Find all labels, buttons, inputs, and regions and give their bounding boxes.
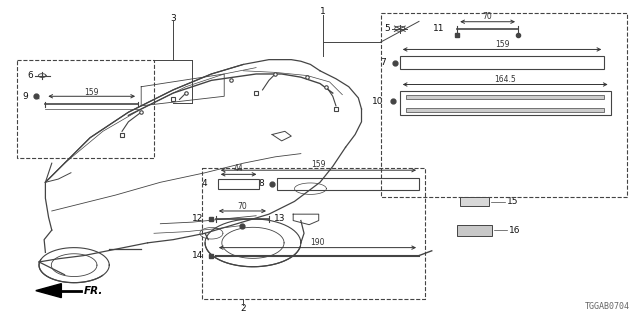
- Text: 190: 190: [310, 238, 324, 247]
- Text: 5: 5: [385, 24, 390, 33]
- Bar: [400, 56, 604, 69]
- Text: 159: 159: [495, 40, 509, 49]
- Text: FR.: FR.: [84, 286, 103, 296]
- Text: 14: 14: [193, 251, 204, 260]
- Text: 1: 1: [320, 7, 326, 16]
- Text: 15: 15: [507, 197, 518, 206]
- Text: 159: 159: [84, 88, 99, 97]
- Bar: [406, 95, 604, 99]
- Text: 164.5: 164.5: [494, 75, 516, 84]
- Text: 6: 6: [27, 71, 33, 80]
- Text: 70: 70: [483, 12, 493, 21]
- Text: 13: 13: [274, 214, 285, 223]
- Text: 70: 70: [237, 202, 247, 211]
- Text: 11: 11: [433, 24, 445, 33]
- Text: 16: 16: [509, 226, 520, 235]
- Bar: [461, 197, 489, 206]
- Polygon shape: [36, 284, 61, 298]
- Bar: [202, 168, 426, 299]
- Text: 7: 7: [380, 58, 386, 67]
- Bar: [276, 178, 419, 190]
- Bar: [400, 92, 611, 116]
- Text: 2: 2: [241, 304, 246, 313]
- Bar: [17, 60, 154, 158]
- Bar: [406, 108, 604, 112]
- Bar: [381, 13, 627, 197]
- Bar: [458, 225, 492, 236]
- Bar: [218, 179, 259, 189]
- Text: 159: 159: [311, 160, 326, 169]
- Text: 8: 8: [259, 180, 264, 188]
- Text: TGGAB0704: TGGAB0704: [585, 302, 630, 311]
- Text: 44: 44: [234, 164, 243, 173]
- Text: 12: 12: [193, 214, 204, 223]
- Text: 9: 9: [22, 92, 28, 101]
- Text: 4: 4: [202, 180, 207, 188]
- Text: 10: 10: [372, 97, 384, 106]
- Text: 3: 3: [170, 14, 176, 23]
